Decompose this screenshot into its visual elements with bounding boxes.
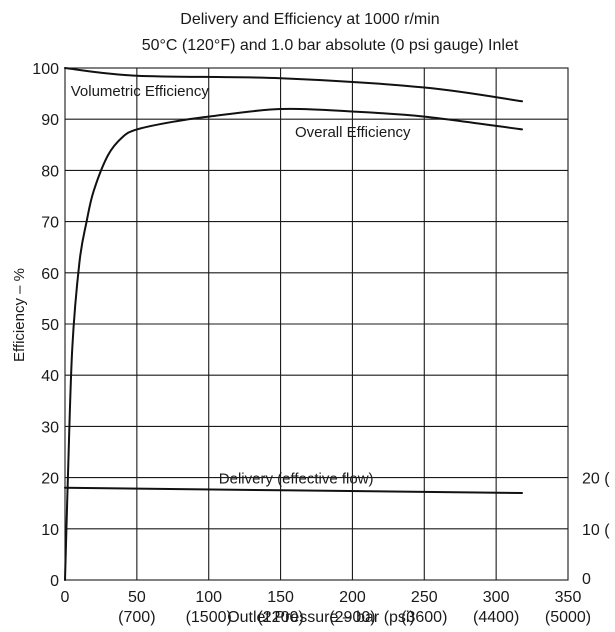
y-tick-label: 30 — [41, 419, 59, 436]
x-tick-sublabel: (4400) — [473, 609, 519, 626]
right-tick-label: 0 — [582, 571, 591, 588]
right-axis-ticks: 0 10 ( 20 ( — [582, 471, 610, 588]
x-axis-ticks: 0 50 (700) 100 (1500) 150 (2200) 200 (2900) 250 (3… — [61, 589, 592, 626]
y-tick-label: 100 — [32, 61, 59, 78]
y-axis-label: Efficiency – % — [11, 268, 28, 362]
series-line-volumetric-efficiency — [64, 67, 523, 103]
series-lines — [64, 67, 523, 581]
y-tick-label: 80 — [41, 163, 59, 180]
x-tick-sublabel: (2200) — [257, 609, 303, 626]
annotations: Volumetric Efficiency Overall Efficiency D… — [71, 83, 411, 488]
y-tick-label: 70 — [41, 215, 59, 232]
y-tick-label: 10 — [41, 522, 59, 539]
x-tick-label: 100 — [195, 589, 222, 606]
y-tick-label: 40 — [41, 368, 59, 385]
x-tick-sublabel: (1500) — [186, 609, 232, 626]
y-tick-label: 0 — [50, 573, 59, 590]
annotation-label: Volumetric Efficiency — [71, 83, 210, 100]
x-axis-label: Outlet Pressure – bar (psi) — [227, 609, 415, 626]
right-tick-label: 20 ( — [582, 471, 610, 488]
y-tick-label: 20 — [41, 471, 59, 488]
y-tick-label: 90 — [41, 112, 59, 129]
chart-subtitle: 50°C (120°F) and 1.0 bar absolute (0 psi… — [142, 37, 519, 54]
x-tick-sublabel: (700) — [118, 609, 155, 626]
plot-grid — [64, 67, 569, 581]
x-tick-label: 200 — [339, 589, 366, 606]
x-tick-label: 50 — [128, 589, 146, 606]
y-tick-label: 50 — [41, 317, 59, 334]
x-tick-sublabel: (3600) — [401, 609, 447, 626]
annotation-label: Overall Efficiency — [295, 124, 411, 141]
x-tick-label: 0 — [61, 589, 70, 606]
x-tick-label: 300 — [483, 589, 510, 606]
x-tick-sublabel: (5000) — [545, 609, 591, 626]
y-tick-label: 60 — [41, 266, 59, 283]
right-tick-label: 10 ( — [582, 522, 610, 539]
chart-title: Delivery and Efficiency at 1000 r/min — [180, 11, 439, 28]
x-tick-sublabel: (2900) — [329, 609, 375, 626]
series-line-delivery-effective-flow — [64, 486, 523, 494]
x-tick-label: 250 — [411, 589, 438, 606]
x-tick-label: 150 — [267, 589, 294, 606]
x-tick-label: 350 — [555, 589, 582, 606]
annotation-label: Delivery (effective flow) — [219, 471, 374, 488]
series-line-overall-efficiency — [64, 107, 523, 581]
y-axis-ticks: 0 10 20 30 40 50 60 70 80 90 100 — [32, 61, 59, 590]
